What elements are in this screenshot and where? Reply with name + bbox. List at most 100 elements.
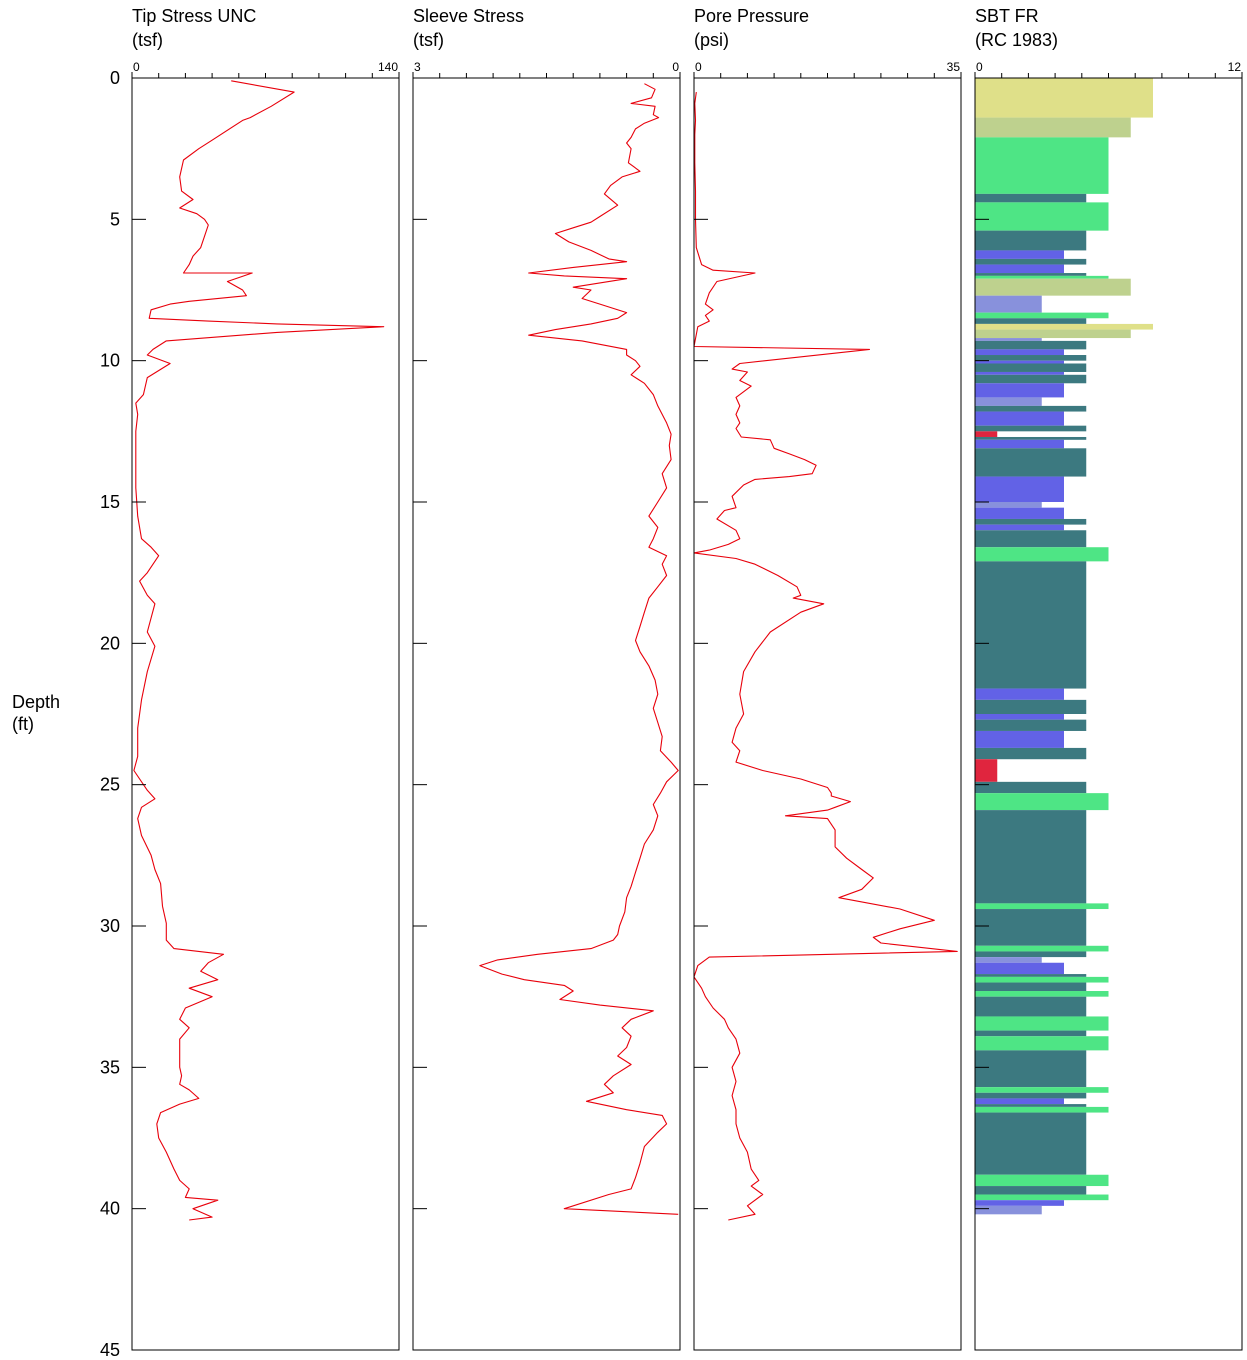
sbt-zone-bar xyxy=(975,976,1109,983)
sbt-zone-bar xyxy=(975,273,1087,276)
depth-tick-label: 10 xyxy=(100,351,120,371)
sbt-zone-bar xyxy=(975,436,1087,440)
sbt-zone-bar xyxy=(975,793,1109,811)
x-tick-label: 0 xyxy=(672,60,679,74)
sbt-zone-bar xyxy=(975,1087,1109,1093)
sbt-zone-bar xyxy=(975,431,998,437)
sbt-zone-bar xyxy=(975,991,1109,997)
x-tick-label: 140 xyxy=(378,60,398,74)
sbt-zone-bar xyxy=(975,502,1042,508)
sbt-zone-bar xyxy=(975,439,1064,449)
sbt-zone-bar xyxy=(975,1030,1087,1037)
sbt-zone-bar xyxy=(975,996,1087,1017)
series-line xyxy=(693,92,958,1221)
sbt-zone-bar xyxy=(975,962,1064,975)
depth-tick-label: 15 xyxy=(100,492,120,512)
panel-unit: (tsf) xyxy=(413,30,444,50)
series-line xyxy=(133,80,385,1221)
sbt-zone-bar xyxy=(975,759,998,782)
sbt-zone-bar xyxy=(975,411,1064,426)
sbt-zone-bar xyxy=(975,318,1087,324)
panel-title: Tip Stress UNC xyxy=(132,6,256,26)
sbt-zone-bar xyxy=(975,530,1087,548)
sbt-zone-bar xyxy=(975,699,1087,714)
panel-frame xyxy=(412,77,681,1351)
depth-tick-label: 25 xyxy=(100,775,120,795)
sbt-zone-bar xyxy=(975,78,1153,118)
sbt-zone-bar xyxy=(975,476,1064,502)
sbt-zone-bar xyxy=(975,945,1109,952)
sbt-zone-bar xyxy=(975,193,1087,203)
sbt-zone-bar xyxy=(975,507,1064,519)
x-tick-label: 35 xyxy=(947,60,961,74)
sbt-zone-bar xyxy=(975,312,1109,319)
sbt-zone-bar xyxy=(975,730,1064,748)
sbt-zone-bar xyxy=(975,338,1042,341)
x-tick-label: 3 xyxy=(414,60,421,74)
depth-axis: Depth (ft) 0 5 10 15 20 25 30 35 40 45 xyxy=(12,68,120,1360)
panel-frame xyxy=(131,77,400,1351)
depth-tick-label: 40 xyxy=(100,1199,120,1219)
sbt-zone-bar xyxy=(975,1092,1087,1099)
depth-axis-label-line2: (ft) xyxy=(12,714,34,734)
depth-tick-label: 35 xyxy=(100,1057,120,1077)
depth-tick-label: 30 xyxy=(100,916,120,936)
sbt-zone-bar xyxy=(975,448,1087,477)
panel-1: Tip Stress UNC (tsf) 0 140 xyxy=(131,6,400,1351)
sbt-zone-bar xyxy=(975,903,1109,910)
sbt-zone-bar xyxy=(975,719,1087,731)
x-tick-label: 12 xyxy=(1228,60,1242,74)
sbt-zone-bar xyxy=(975,1036,1109,1051)
panel-2: Sleeve Stress (tsf) 3 0 xyxy=(412,6,681,1351)
panels: Tip Stress UNC (tsf) 0 140 Sleeve Stress (tsf… xyxy=(131,6,1243,1351)
sbt-zone-bar xyxy=(975,137,1109,194)
depth-axis-label-line1: Depth xyxy=(12,692,60,712)
sbt-zone-bar xyxy=(975,425,1087,432)
sbt-zone-bar xyxy=(975,747,1087,760)
depth-tick-label: 5 xyxy=(110,209,120,229)
panel-title: SBT FR xyxy=(975,6,1039,26)
sbt-zone-bar xyxy=(975,278,1131,296)
sbt-zone-bar xyxy=(975,547,1109,562)
sbt-zone-bar xyxy=(975,1016,1109,1031)
sbt-zone-bar xyxy=(975,810,1087,904)
sbt-zone-bar xyxy=(975,974,1087,977)
sbt-zone-bar xyxy=(975,951,1087,958)
sbt-zone-bar xyxy=(975,275,1109,279)
x-tick-label: 0 xyxy=(133,60,140,74)
sbt-zone-bar xyxy=(975,264,1064,274)
sbt-zone-bar xyxy=(975,1098,1064,1105)
depth-tick-label: 0 xyxy=(110,68,120,88)
sbt-zone-bar xyxy=(975,360,1064,364)
x-tick-label: 0 xyxy=(695,60,702,74)
panel-3: Pore Pressure (psi) 0 35 xyxy=(693,6,962,1351)
depth-tick-label: 45 xyxy=(100,1340,120,1360)
sbt-zone-bar xyxy=(975,1200,1064,1206)
sbt-zone-bar xyxy=(975,405,1087,412)
sbt-zone-bar xyxy=(975,250,1064,259)
sbt-zone-bar xyxy=(975,1174,1109,1187)
sbt-zone-bar xyxy=(975,561,1087,689)
depth-tick-label: 20 xyxy=(100,633,120,653)
sbt-zone-bar xyxy=(975,355,1087,361)
panel-4: SBT FR (RC 1983) 0 12 xyxy=(974,6,1243,1351)
sbt-zone-bar xyxy=(975,714,1064,720)
sbt-zone-bar xyxy=(975,1104,1087,1107)
panel-unit: (tsf) xyxy=(132,30,163,50)
panel-unit: (RC 1983) xyxy=(975,30,1058,50)
panel-frame xyxy=(693,77,962,1351)
sbt-zone-bar xyxy=(975,518,1087,525)
sbt-zone-bar xyxy=(975,524,1064,531)
sbt-zone-bar xyxy=(975,1112,1087,1175)
sbt-zone-bar xyxy=(975,323,1153,330)
sbt-zone-bar xyxy=(975,202,1109,231)
panel-frame xyxy=(974,77,1243,1351)
panel-title: Sleeve Stress xyxy=(413,6,524,26)
sbt-zone-bar xyxy=(975,258,1087,265)
sbt-zone-bar xyxy=(975,329,1131,339)
sbt-zone-bar xyxy=(975,1205,1042,1215)
sbt-zone-bar xyxy=(975,371,1064,375)
sbt-zone-bar xyxy=(975,397,1042,406)
sbt-zone-bar xyxy=(975,383,1064,398)
